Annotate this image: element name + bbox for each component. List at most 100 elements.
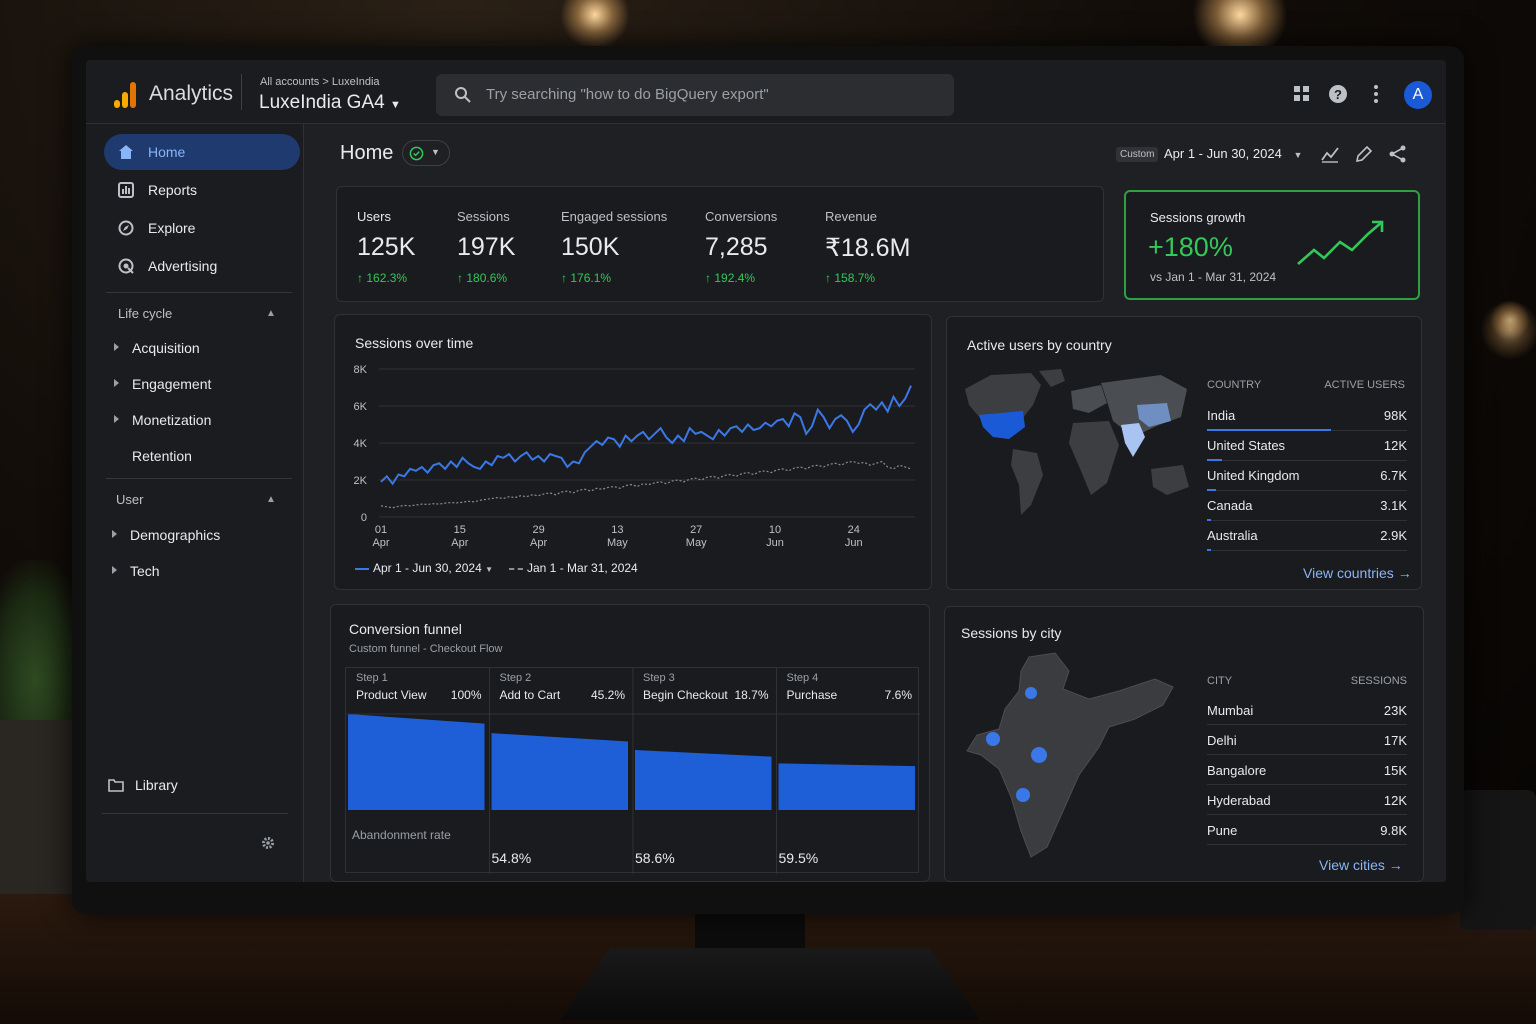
kpi-value-engaged-sessions[interactable]: 150K — [561, 233, 620, 261]
expand-arrow-icon[interactable] — [112, 530, 117, 538]
table-row[interactable]: Canada 3.1K — [1207, 491, 1407, 521]
sidebar: Home Reports Explore Advertising Life cy… — [86, 124, 304, 882]
section-user[interactable]: User — [116, 492, 144, 507]
table-row[interactable]: United Kingdom 6.7K — [1207, 461, 1407, 491]
column-header-active-users[interactable]: ACTIVE USERS — [1324, 379, 1405, 391]
sidebar-item-monetization[interactable]: Monetization — [132, 412, 212, 428]
reports-icon — [118, 182, 134, 198]
top-bar: Analytics All accounts > LuxeIndia LuxeI… — [86, 60, 1446, 124]
x-tick-label: 01 — [375, 524, 387, 536]
table-row[interactable]: United States 12K — [1207, 431, 1407, 461]
screen: Analytics All accounts > LuxeIndia LuxeI… — [86, 60, 1446, 882]
sessions-growth-card[interactable]: Sessions growth +180% vs Jan 1 - Mar 31,… — [1124, 190, 1420, 300]
country-value: 6.7K — [1380, 468, 1407, 483]
table-row[interactable]: Australia 2.9K — [1207, 521, 1407, 551]
funnel-step-header[interactable]: Step 2 Add to Cart 45.2% — [500, 672, 626, 712]
sidebar-item-tech[interactable]: Tech — [130, 563, 160, 579]
insights-chart-icon[interactable] — [1320, 144, 1340, 164]
edit-icon[interactable] — [1354, 144, 1374, 164]
date-range-picker[interactable]: Apr 1 - Jun 30, 2024 ▼ — [1164, 146, 1302, 161]
funnel-card: Conversion funnel Custom funnel - Checko… — [330, 604, 930, 882]
column-header-city[interactable]: CITY — [1207, 675, 1233, 687]
funnel-bar[interactable] — [635, 749, 772, 810]
breadcrumb[interactable]: All accounts > LuxeIndia — [260, 76, 380, 88]
sidebar-item-label: Advertising — [148, 258, 218, 274]
kpi-value-conversions[interactable]: 7,285 — [705, 233, 768, 261]
plant-pot — [0, 720, 75, 920]
avatar[interactable]: A — [1404, 81, 1432, 109]
share-bar — [1207, 459, 1222, 461]
kpi-delta-revenue: ↑ 158.7% — [825, 271, 876, 285]
property-selector[interactable]: LuxeIndia GA4 ▼ — [259, 92, 401, 114]
india-map[interactable] — [959, 651, 1179, 863]
search-bar[interactable]: Try searching "how to do BigQuery export… — [436, 74, 954, 116]
funnel-bar[interactable] — [491, 733, 629, 810]
folder-icon[interactable] — [108, 778, 124, 792]
kpi-value-sessions[interactable]: 197K — [457, 233, 516, 261]
share-icon[interactable] — [1388, 144, 1408, 164]
series-line-current[interactable] — [380, 385, 912, 486]
sidebar-item-reports[interactable]: Reports — [104, 172, 300, 208]
expand-arrow-icon[interactable] — [112, 566, 117, 574]
view-countries-link[interactable]: View countries → — [1303, 565, 1412, 581]
funnel-step-percent: 18.7% — [734, 688, 769, 702]
funnel-bars[interactable] — [346, 668, 920, 874]
monitor-base — [560, 948, 980, 1020]
section-lifecycle[interactable]: Life cycle — [118, 306, 173, 321]
city-value: 9.8K — [1380, 823, 1407, 838]
sidebar-item-demographics[interactable]: Demographics — [130, 527, 221, 543]
sidebar-item-acquisition[interactable]: Acquisition — [132, 340, 200, 356]
column-header-sessions[interactable]: SESSIONS — [1350, 675, 1407, 687]
funnel-step-percent: 100% — [450, 688, 482, 702]
sessions-line-chart[interactable]: 8K6K4K2K001Apr15Apr29Apr13May27May10Jun2… — [335, 355, 931, 565]
help-icon[interactable]: ? — [1328, 84, 1348, 104]
funnel-step-header[interactable]: Step 4 Purchase 7.6% — [787, 672, 913, 712]
app-title: Analytics — [149, 82, 234, 105]
table-row[interactable]: Pune 9.8K — [1207, 815, 1407, 845]
sidebar-item-label: Reports — [148, 182, 198, 198]
kpi-value-users[interactable]: 125K — [357, 233, 416, 261]
series-line-previous[interactable] — [380, 460, 912, 509]
table-row[interactable]: Delhi 17K — [1207, 725, 1407, 755]
kpi-delta-conversions: ↑ 192.4% — [705, 271, 756, 285]
chevron-up-icon[interactable]: ▲ — [266, 308, 276, 319]
sidebar-item-library[interactable]: Library — [135, 777, 178, 793]
funnel-step-header[interactable]: Step 1 Product View 100% — [356, 672, 482, 712]
sidebar-item-explore[interactable]: Explore — [104, 210, 300, 246]
divider — [106, 478, 292, 479]
chevron-up-icon[interactable]: ▲ — [266, 494, 276, 505]
column-header-country[interactable]: COUNTRY — [1207, 379, 1262, 391]
sidebar-item-home[interactable]: Home — [104, 134, 300, 170]
status-chip[interactable]: ▼ — [402, 140, 450, 166]
africa-shape — [1069, 421, 1119, 495]
sidebar-item-retention[interactable]: Retention — [132, 448, 192, 464]
table-row[interactable]: Mumbai 23K — [1207, 695, 1407, 725]
legend-swatch-dashed — [509, 567, 523, 570]
expand-arrow-icon[interactable] — [114, 343, 119, 351]
funnel-bar[interactable] — [348, 714, 485, 810]
more-vert-icon[interactable] — [1366, 84, 1386, 104]
table-row[interactable]: India 98K — [1207, 401, 1407, 431]
expand-arrow-icon[interactable] — [114, 379, 119, 387]
world-map[interactable] — [961, 365, 1195, 515]
sidebar-item-engagement[interactable]: Engagement — [132, 376, 212, 392]
apps-grid-icon[interactable] — [1292, 84, 1312, 104]
table-row[interactable]: Bangalore 15K — [1207, 755, 1407, 785]
kpi-label-users: Users — [357, 209, 391, 224]
sidebar-item-advertising[interactable]: Advertising — [104, 248, 300, 284]
share-bar — [1207, 429, 1331, 431]
kpi-value-revenue[interactable]: ₹18.6M — [825, 234, 911, 262]
funnel-step-name: Product View — [356, 688, 427, 702]
view-cities-link[interactable]: View cities → — [1319, 857, 1403, 873]
kpi-delta-users: ↑ 162.3% — [357, 271, 408, 285]
y-tick-label: 0 — [361, 512, 367, 524]
legend-previous[interactable]: Jan 1 - Mar 31, 2024 — [509, 561, 638, 575]
search-icon — [455, 87, 471, 103]
legend-current[interactable]: Apr 1 - Jun 30, 2024 ▼ — [355, 561, 493, 575]
funnel-bar[interactable] — [778, 763, 916, 810]
expand-arrow-icon[interactable] — [114, 415, 119, 423]
table-row[interactable]: Hyderabad 12K — [1207, 785, 1407, 815]
settings-gear-icon[interactable] — [261, 836, 275, 850]
funnel-step-header[interactable]: Step 3 Begin Checkout 18.7% — [643, 672, 769, 712]
analytics-logo-icon[interactable] — [114, 80, 138, 108]
